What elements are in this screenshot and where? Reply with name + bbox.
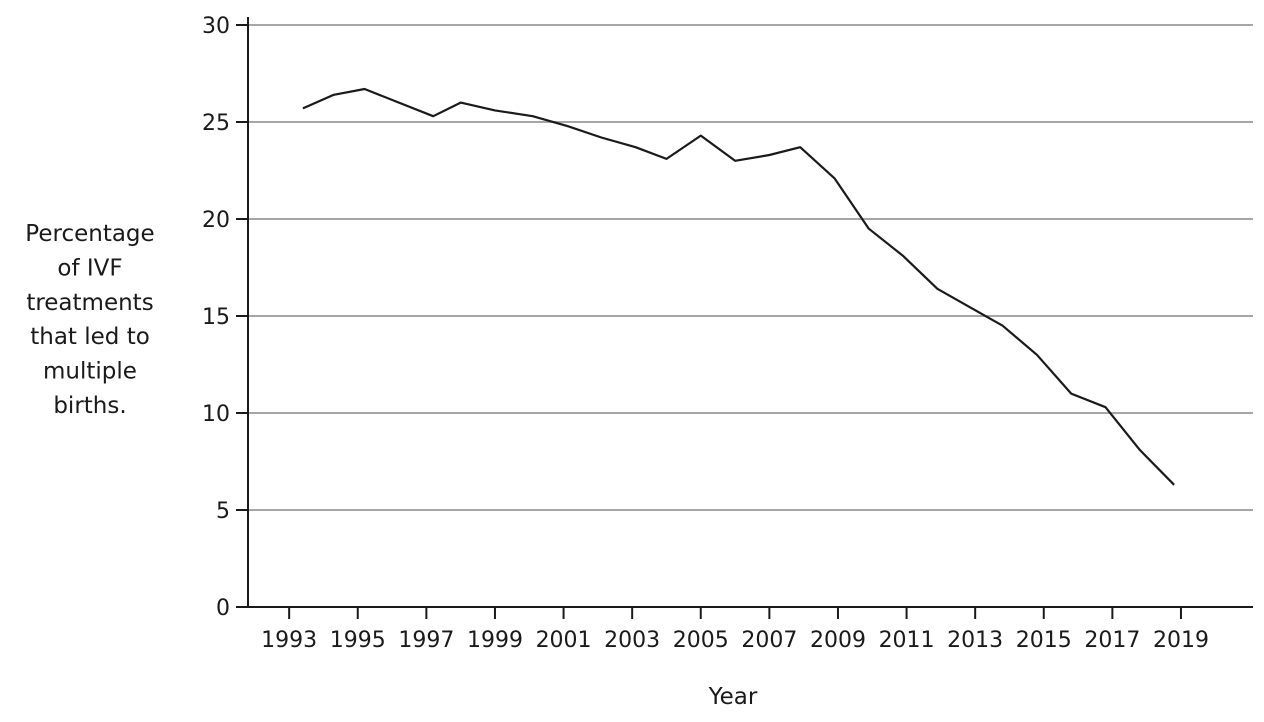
- y-axis-title-line: treatments: [26, 290, 153, 316]
- x-axis-ticks: 1993 1995 1997 1999 2001 2003 2005 2007 2009 2011…: [261, 607, 1209, 653]
- y-axis-title-line: of IVF: [57, 255, 122, 281]
- x-tick-label: 1993: [261, 628, 317, 653]
- x-tick-label: 2001: [536, 628, 592, 653]
- y-axis-title: Percentage of IVF treatments that led to mul…: [25, 221, 154, 419]
- x-tick-label: 2007: [741, 628, 797, 653]
- grid-lines: [248, 24, 1253, 511]
- y-tick-label: 20: [202, 208, 230, 233]
- x-tick-label: 2009: [810, 628, 866, 653]
- y-tick-label: 10: [202, 402, 230, 427]
- x-tick-label: 2015: [1016, 628, 1072, 653]
- x-tick-label: 2013: [947, 628, 1003, 653]
- y-tick-label: 30: [202, 14, 230, 39]
- x-tick-label: 2003: [604, 628, 660, 653]
- y-axis-title-line: births.: [53, 393, 126, 419]
- y-axis-title-line: that led to: [30, 324, 150, 350]
- axes: [236, 17, 1253, 608]
- y-axis-ticks: 0 5 10 15 20 25 30: [202, 14, 248, 621]
- x-tick-label: 1995: [330, 628, 386, 653]
- x-tick-label: 2019: [1153, 628, 1209, 653]
- y-tick-label: 5: [216, 499, 230, 524]
- x-tick-label: 2011: [879, 628, 935, 653]
- y-tick-label: 15: [202, 305, 230, 330]
- series-line: [302, 87, 1175, 486]
- y-tick-label: 25: [202, 111, 230, 136]
- x-tick-label: 2017: [1084, 628, 1140, 653]
- y-axis-title-line: Percentage: [25, 221, 154, 247]
- x-tick-label: 2005: [673, 628, 729, 653]
- y-axis-title-line: multiple: [43, 359, 137, 385]
- y-tick-label: 0: [216, 596, 230, 621]
- x-tick-label: 1997: [398, 628, 454, 653]
- x-axis-title: Year: [708, 684, 758, 710]
- series-group: [302, 87, 1175, 486]
- x-tick-label: 1999: [467, 628, 523, 653]
